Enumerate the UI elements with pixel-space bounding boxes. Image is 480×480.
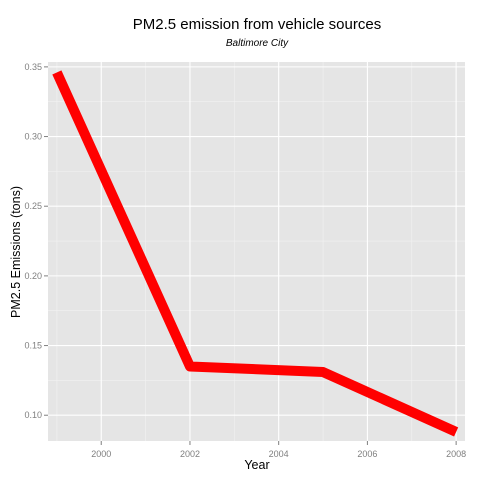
x-tick-label: 2002 [180, 449, 200, 459]
x-tick-label: 2000 [91, 449, 111, 459]
y-axis-title: PM2.5 Emissions (tons) [9, 186, 23, 318]
y-tick-label: 0.10 [24, 410, 42, 420]
y-tick-label: 0.35 [24, 62, 42, 72]
x-axis-title: Year [244, 458, 269, 472]
x-tick-label: 2004 [269, 449, 289, 459]
x-tick-label: 2006 [357, 449, 377, 459]
x-tick-label: 2008 [446, 449, 466, 459]
data-layer [52, 70, 459, 437]
y-tick-label: 0.30 [24, 132, 42, 142]
emission-series-line [52, 70, 459, 437]
y-tick-label: 0.15 [24, 341, 42, 351]
y-tick-label: 0.25 [24, 201, 42, 211]
plot-panel [48, 62, 465, 441]
grid-lines [48, 62, 465, 441]
y-tick-label: 0.20 [24, 271, 42, 281]
axis-ticks: 2000 2002 2004 2006 2008 0.10 0.15 0.20 0.25 0.30… [24, 62, 466, 459]
chart-title: PM2.5 emission from vehicle sources [133, 16, 381, 33]
chart-subtitle: Baltimore City [226, 38, 289, 49]
